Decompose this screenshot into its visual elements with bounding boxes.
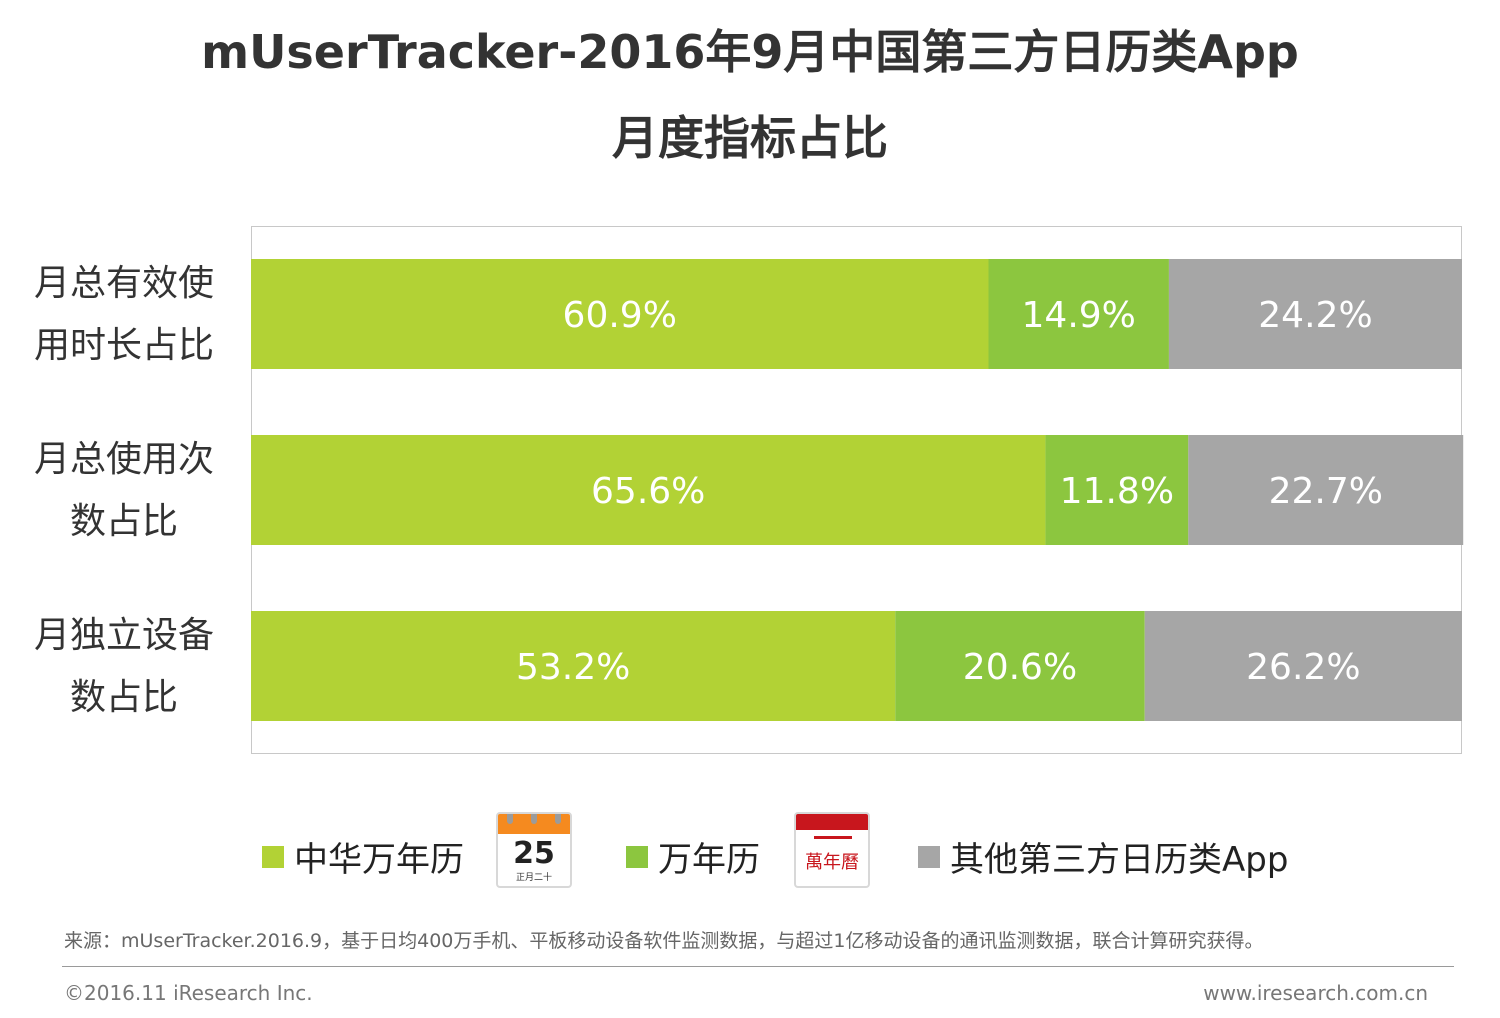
- source-note: 来源：mUserTracker.2016.9，基于日均400万手机、平板移动设备…: [64, 930, 1264, 952]
- category-label: 用时长占比: [34, 325, 214, 366]
- data-label: 24.2%: [1258, 295, 1372, 336]
- bar-segment: [251, 611, 896, 721]
- legend-item-other: 其他第三方日历类App: [918, 832, 1288, 881]
- copyright: ©2016.11 iResearch Inc.: [64, 981, 313, 1005]
- bar-segment: [1188, 435, 1464, 545]
- legend-label: 万年历: [658, 840, 760, 880]
- calendar-icon-number: 25: [513, 836, 555, 871]
- category-label: 月独立设备: [34, 615, 214, 656]
- category-label: 数占比: [70, 677, 178, 718]
- website-link[interactable]: www.iresearch.com.cn: [1203, 981, 1428, 1005]
- bar-segment: [251, 259, 989, 369]
- bar-segment: [988, 259, 1169, 369]
- wannianli-icon-text: 萬年曆: [805, 852, 859, 873]
- data-label: 26.2%: [1246, 647, 1360, 688]
- category-label: 月总使用次: [34, 439, 214, 480]
- wannianli-icon: 萬年曆: [794, 812, 870, 888]
- data-label: 60.9%: [563, 295, 677, 336]
- chart-subtitle: 月度指标占比: [612, 111, 888, 165]
- data-label: 11.8%: [1060, 471, 1174, 512]
- chart-title: mUserTracker-2016年9月中国第三方日历类App: [201, 25, 1299, 79]
- data-label: 65.6%: [591, 471, 705, 512]
- data-label: 22.7%: [1269, 471, 1383, 512]
- bar-segment: [895, 611, 1145, 721]
- data-label: 20.6%: [963, 647, 1077, 688]
- legend-item-wannianli: 万年历: [626, 832, 760, 881]
- bar-segment: [251, 435, 1046, 545]
- legend-swatch: [918, 845, 940, 868]
- legend-swatch: [626, 845, 648, 868]
- legend: 中华万年历 25 正月二十 万年历 萬年曆 其他第三方日历类App: [0, 808, 1500, 898]
- bar-segment: [1045, 435, 1189, 545]
- category-label: 数占比: [70, 501, 178, 542]
- bar-segment: [1144, 611, 1462, 721]
- data-label: 14.9%: [1022, 295, 1136, 336]
- legend-label: 中华万年历: [294, 840, 464, 880]
- zhonghua-calendar-icon: 25 正月二十: [496, 812, 572, 888]
- footer-divider: [62, 966, 1454, 967]
- data-label: 53.2%: [516, 647, 630, 688]
- category-label: 月总有效使: [34, 263, 214, 304]
- legend-label: 其他第三方日历类App: [950, 840, 1289, 880]
- legend-item-zhonghua: 中华万年历: [262, 832, 464, 881]
- calendar-icon-sub: 正月二十: [515, 873, 552, 883]
- legend-swatch: [262, 845, 284, 868]
- bar-segment: [1168, 259, 1462, 369]
